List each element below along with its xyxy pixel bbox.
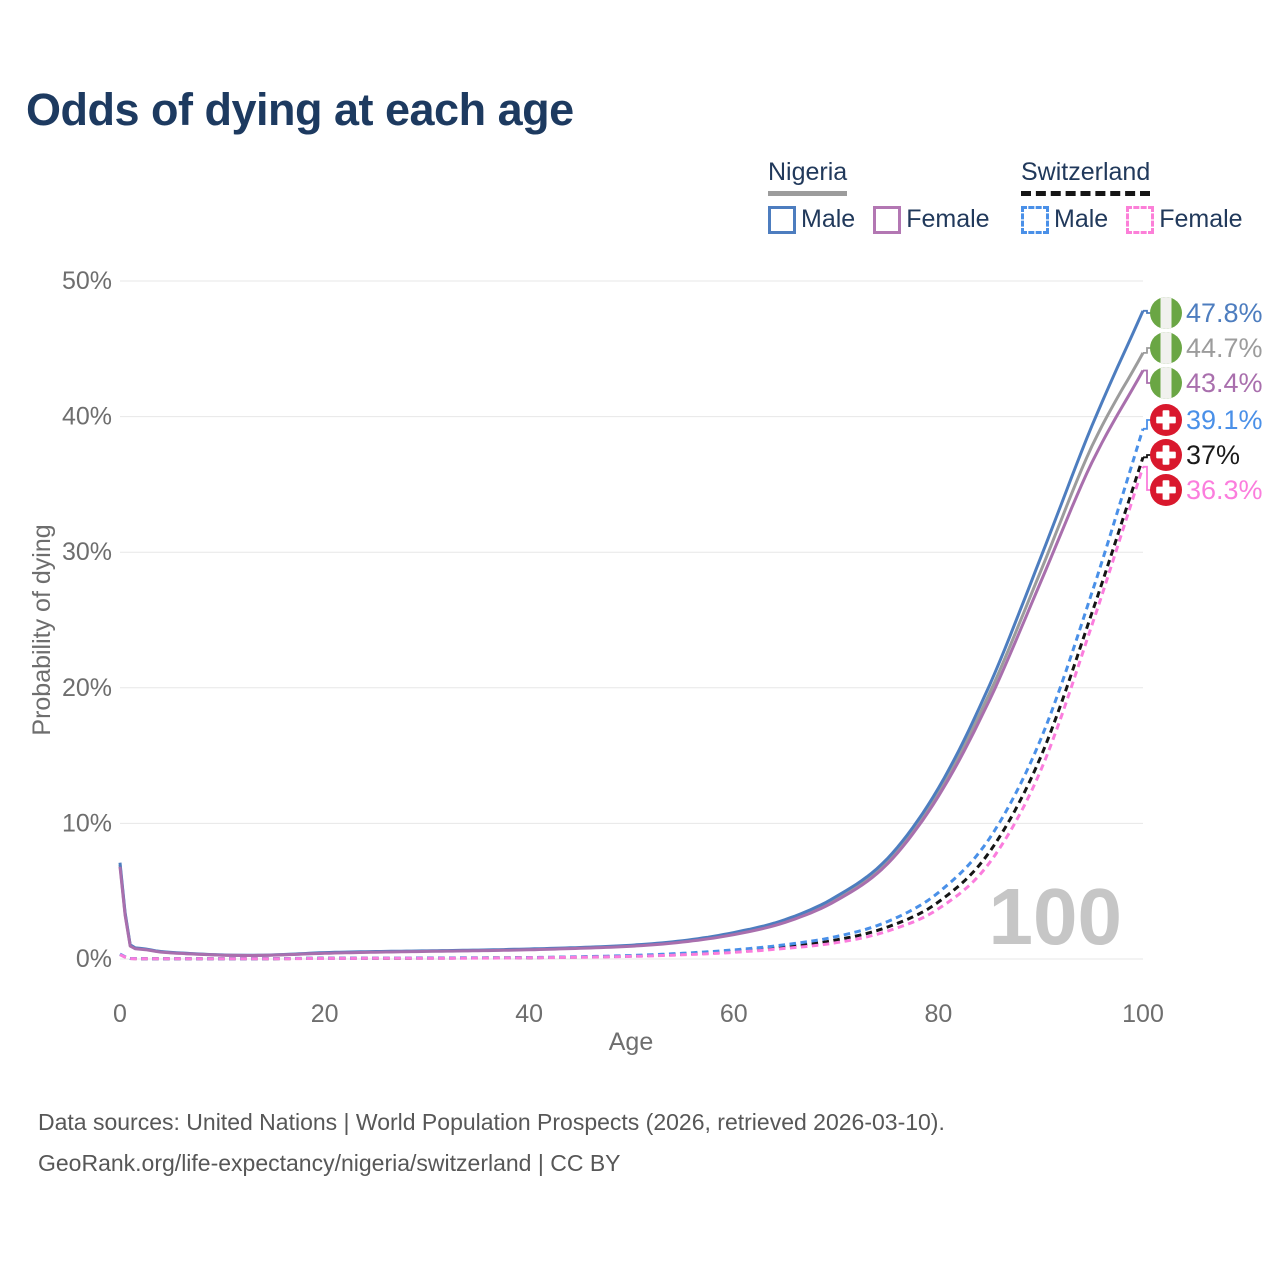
connector-nigeria-female <box>1143 369 1151 384</box>
switzerland-flag-icon <box>1150 439 1182 471</box>
end-label-switzerland-female: 36.3% <box>1186 475 1263 505</box>
nigeria-flag-icon <box>1150 297 1182 329</box>
x-tick-label-60: 60 <box>720 1000 748 1028</box>
solid-line-swatch-icon <box>768 205 796 234</box>
legend-items-switzerland: Male Female <box>1021 205 1243 234</box>
dashed-line-swatch-icon <box>1126 205 1155 234</box>
end-label-connectors <box>1143 309 1151 491</box>
connector-switzerland-male <box>1143 419 1151 430</box>
page-title: Odds of dying at each age <box>26 84 574 135</box>
legend-label-nigeria-male: Male <box>801 205 856 233</box>
legend-item-nigeria-male: Male <box>768 205 855 234</box>
y-tick-label-50: 50% <box>62 267 112 295</box>
series-lines <box>118 310 1145 961</box>
legend-item-switzerland-female: Female <box>1126 205 1243 234</box>
connector-switzerland-both <box>1143 454 1151 459</box>
x-tick-label-100: 100 <box>1122 1000 1164 1028</box>
footer-data-sources: Data sources: United Nations | World Pop… <box>38 1109 945 1135</box>
end-label-switzerland-both: 37% <box>1186 440 1240 470</box>
dashed-line-swatch-icon <box>1021 205 1049 234</box>
y-tick-label-10: 10% <box>62 809 112 837</box>
x-tick-label-0: 0 <box>113 1000 127 1028</box>
end-label-nigeria-female: 43.4% <box>1186 368 1263 398</box>
connector-nigeria-both <box>1143 347 1151 354</box>
y-tick-label-0: 0% <box>76 945 112 973</box>
end-label-nigeria-male: 47.8% <box>1186 298 1263 328</box>
legend-group-switzerland: Switzerland Male Female <box>1021 158 1243 234</box>
x-tick-label-20: 20 <box>311 1000 339 1028</box>
footer: Data sources: United Nations | World Pop… <box>38 1102 945 1184</box>
footer-attribution: GeoRank.org/life-expectancy/nigeria/swit… <box>38 1150 621 1176</box>
connector-nigeria-male <box>1143 309 1151 314</box>
y-tick-label-20: 20% <box>62 674 112 702</box>
y-axis-title: Probability of dying <box>28 524 56 735</box>
watermark-age-100: 100 <box>989 872 1122 961</box>
y-tick-label-30: 30% <box>62 538 112 566</box>
end-label-switzerland-male: 39.1% <box>1186 405 1263 435</box>
legend-label-nigeria-female: Female <box>906 205 990 233</box>
gridlines <box>120 280 1143 960</box>
series-line-nigeria-male <box>118 310 1145 957</box>
solid-line-swatch-icon <box>873 205 902 234</box>
legend-title-nigeria: Nigeria <box>768 158 848 196</box>
x-tick-label-40: 40 <box>515 1000 543 1028</box>
end-label-nigeria-both: 44.7% <box>1186 333 1263 363</box>
legend-group-nigeria: Nigeria Male Female <box>768 158 990 234</box>
switzerland-flag-icon <box>1150 404 1182 436</box>
legend-item-switzerland-male: Male <box>1021 205 1108 234</box>
series-line-switzerland-female <box>119 466 1145 961</box>
switzerland-flag-icon <box>1150 474 1182 506</box>
legend-label-switzerland-female: Female <box>1159 205 1243 233</box>
x-tick-label-80: 80 <box>924 1000 952 1028</box>
y-tick-label-40: 40% <box>62 403 112 431</box>
legend-label-switzerland-male: Male <box>1054 205 1109 233</box>
series-line-nigeria-female <box>118 369 1145 957</box>
legend-title-switzerland: Switzerland <box>1021 158 1151 196</box>
connector-switzerland-female <box>1143 465 1151 491</box>
nigeria-flag-icon <box>1150 367 1182 399</box>
legend-items-nigeria: Male Female <box>768 205 990 234</box>
legend-item-nigeria-female: Female <box>873 205 990 234</box>
nigeria-flag-icon <box>1150 332 1182 364</box>
x-axis-title: Age <box>609 1028 653 1056</box>
